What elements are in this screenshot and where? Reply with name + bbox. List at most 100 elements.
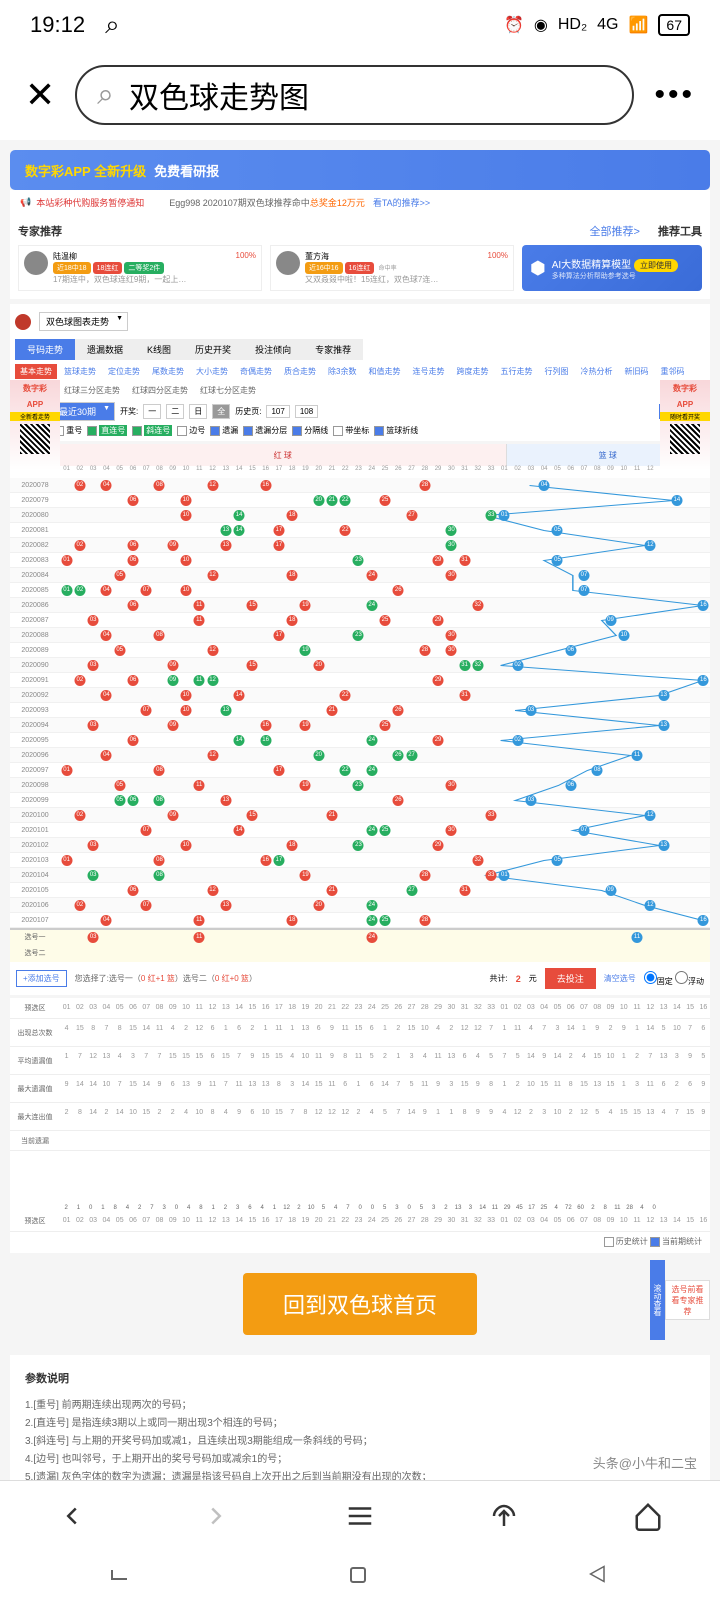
cell[interactable]: [299, 658, 312, 672]
cell[interactable]: [630, 733, 643, 747]
cell[interactable]: [418, 808, 431, 822]
cell[interactable]: [431, 478, 444, 492]
cell[interactable]: 04: [100, 583, 113, 597]
cell[interactable]: [498, 553, 511, 567]
cell[interactable]: [325, 598, 338, 612]
pick-cell[interactable]: [670, 946, 683, 962]
cell[interactable]: [312, 568, 325, 582]
cell[interactable]: [630, 898, 643, 912]
cell[interactable]: [73, 628, 86, 642]
cell[interactable]: [657, 733, 670, 747]
cell[interactable]: [697, 898, 710, 912]
cell[interactable]: [60, 493, 73, 507]
cell[interactable]: [697, 568, 710, 582]
cell[interactable]: [87, 523, 100, 537]
cell[interactable]: [604, 553, 617, 567]
cell[interactable]: [325, 868, 338, 882]
cell[interactable]: 22: [339, 688, 352, 702]
cell[interactable]: [644, 853, 657, 867]
cell[interactable]: [697, 718, 710, 732]
cell[interactable]: [551, 538, 564, 552]
cell[interactable]: [259, 568, 272, 582]
cell[interactable]: [591, 868, 604, 882]
cell[interactable]: [246, 643, 259, 657]
cell[interactable]: 31: [458, 883, 471, 897]
cell[interactable]: [697, 808, 710, 822]
cell[interactable]: 09: [166, 718, 179, 732]
cell[interactable]: [445, 913, 458, 927]
cell[interactable]: [683, 913, 696, 927]
cell[interactable]: [60, 673, 73, 687]
cell[interactable]: [286, 583, 299, 597]
cell[interactable]: [591, 838, 604, 852]
cell[interactable]: [405, 718, 418, 732]
pick-cell[interactable]: [644, 946, 657, 962]
cell[interactable]: [232, 478, 245, 492]
cell[interactable]: [312, 883, 325, 897]
cell[interactable]: [352, 643, 365, 657]
cell[interactable]: [644, 868, 657, 882]
cell[interactable]: [524, 883, 537, 897]
cell[interactable]: [286, 883, 299, 897]
cell[interactable]: [206, 853, 219, 867]
cell[interactable]: [485, 643, 498, 657]
cell[interactable]: 24: [365, 763, 378, 777]
cell[interactable]: 30: [445, 628, 458, 642]
cell[interactable]: [591, 538, 604, 552]
cell[interactable]: [365, 748, 378, 762]
cell[interactable]: [378, 868, 391, 882]
cell[interactable]: [551, 733, 564, 747]
cell[interactable]: [378, 898, 391, 912]
cell[interactable]: [445, 748, 458, 762]
cell[interactable]: [577, 598, 590, 612]
cell[interactable]: [352, 913, 365, 927]
cell[interactable]: [630, 913, 643, 927]
cell[interactable]: 13: [219, 898, 232, 912]
cell[interactable]: [339, 568, 352, 582]
cell[interactable]: [312, 853, 325, 867]
cell[interactable]: [564, 598, 577, 612]
cell[interactable]: [591, 673, 604, 687]
cell[interactable]: [246, 898, 259, 912]
cell[interactable]: [471, 583, 484, 597]
cell[interactable]: [418, 718, 431, 732]
cell[interactable]: [471, 508, 484, 522]
cell[interactable]: 13: [219, 538, 232, 552]
cell[interactable]: [100, 718, 113, 732]
cell[interactable]: [272, 493, 285, 507]
cell[interactable]: [471, 538, 484, 552]
cell[interactable]: [272, 778, 285, 792]
cell[interactable]: [683, 673, 696, 687]
cell[interactable]: [179, 523, 192, 537]
cell[interactable]: [140, 553, 153, 567]
cell[interactable]: [392, 628, 405, 642]
pick-cell[interactable]: [286, 930, 299, 946]
cell[interactable]: [577, 793, 590, 807]
cell[interactable]: [73, 688, 86, 702]
cell[interactable]: [683, 688, 696, 702]
cell[interactable]: [591, 703, 604, 717]
cell[interactable]: [219, 628, 232, 642]
cell[interactable]: [524, 718, 537, 732]
cell[interactable]: [73, 853, 86, 867]
sub-tab[interactable]: 大小走势: [191, 364, 233, 379]
cell[interactable]: [644, 763, 657, 777]
pick-cell[interactable]: [325, 946, 338, 962]
cell[interactable]: 32: [471, 598, 484, 612]
cell[interactable]: [577, 493, 590, 507]
cell[interactable]: [60, 688, 73, 702]
cell[interactable]: [471, 523, 484, 537]
cell[interactable]: [140, 748, 153, 762]
side-ad-left[interactable]: 数字彩 APP 全新看走势: [10, 380, 60, 470]
cell[interactable]: [524, 583, 537, 597]
cell[interactable]: [564, 553, 577, 567]
cell[interactable]: [498, 673, 511, 687]
cell[interactable]: [272, 598, 285, 612]
cell[interactable]: [312, 793, 325, 807]
cell[interactable]: [166, 883, 179, 897]
search-icon[interactable]: ⌕: [105, 9, 120, 41]
cell[interactable]: [60, 883, 73, 897]
pick-cell[interactable]: [564, 930, 577, 946]
cell[interactable]: [577, 643, 590, 657]
cell[interactable]: 12: [206, 478, 219, 492]
